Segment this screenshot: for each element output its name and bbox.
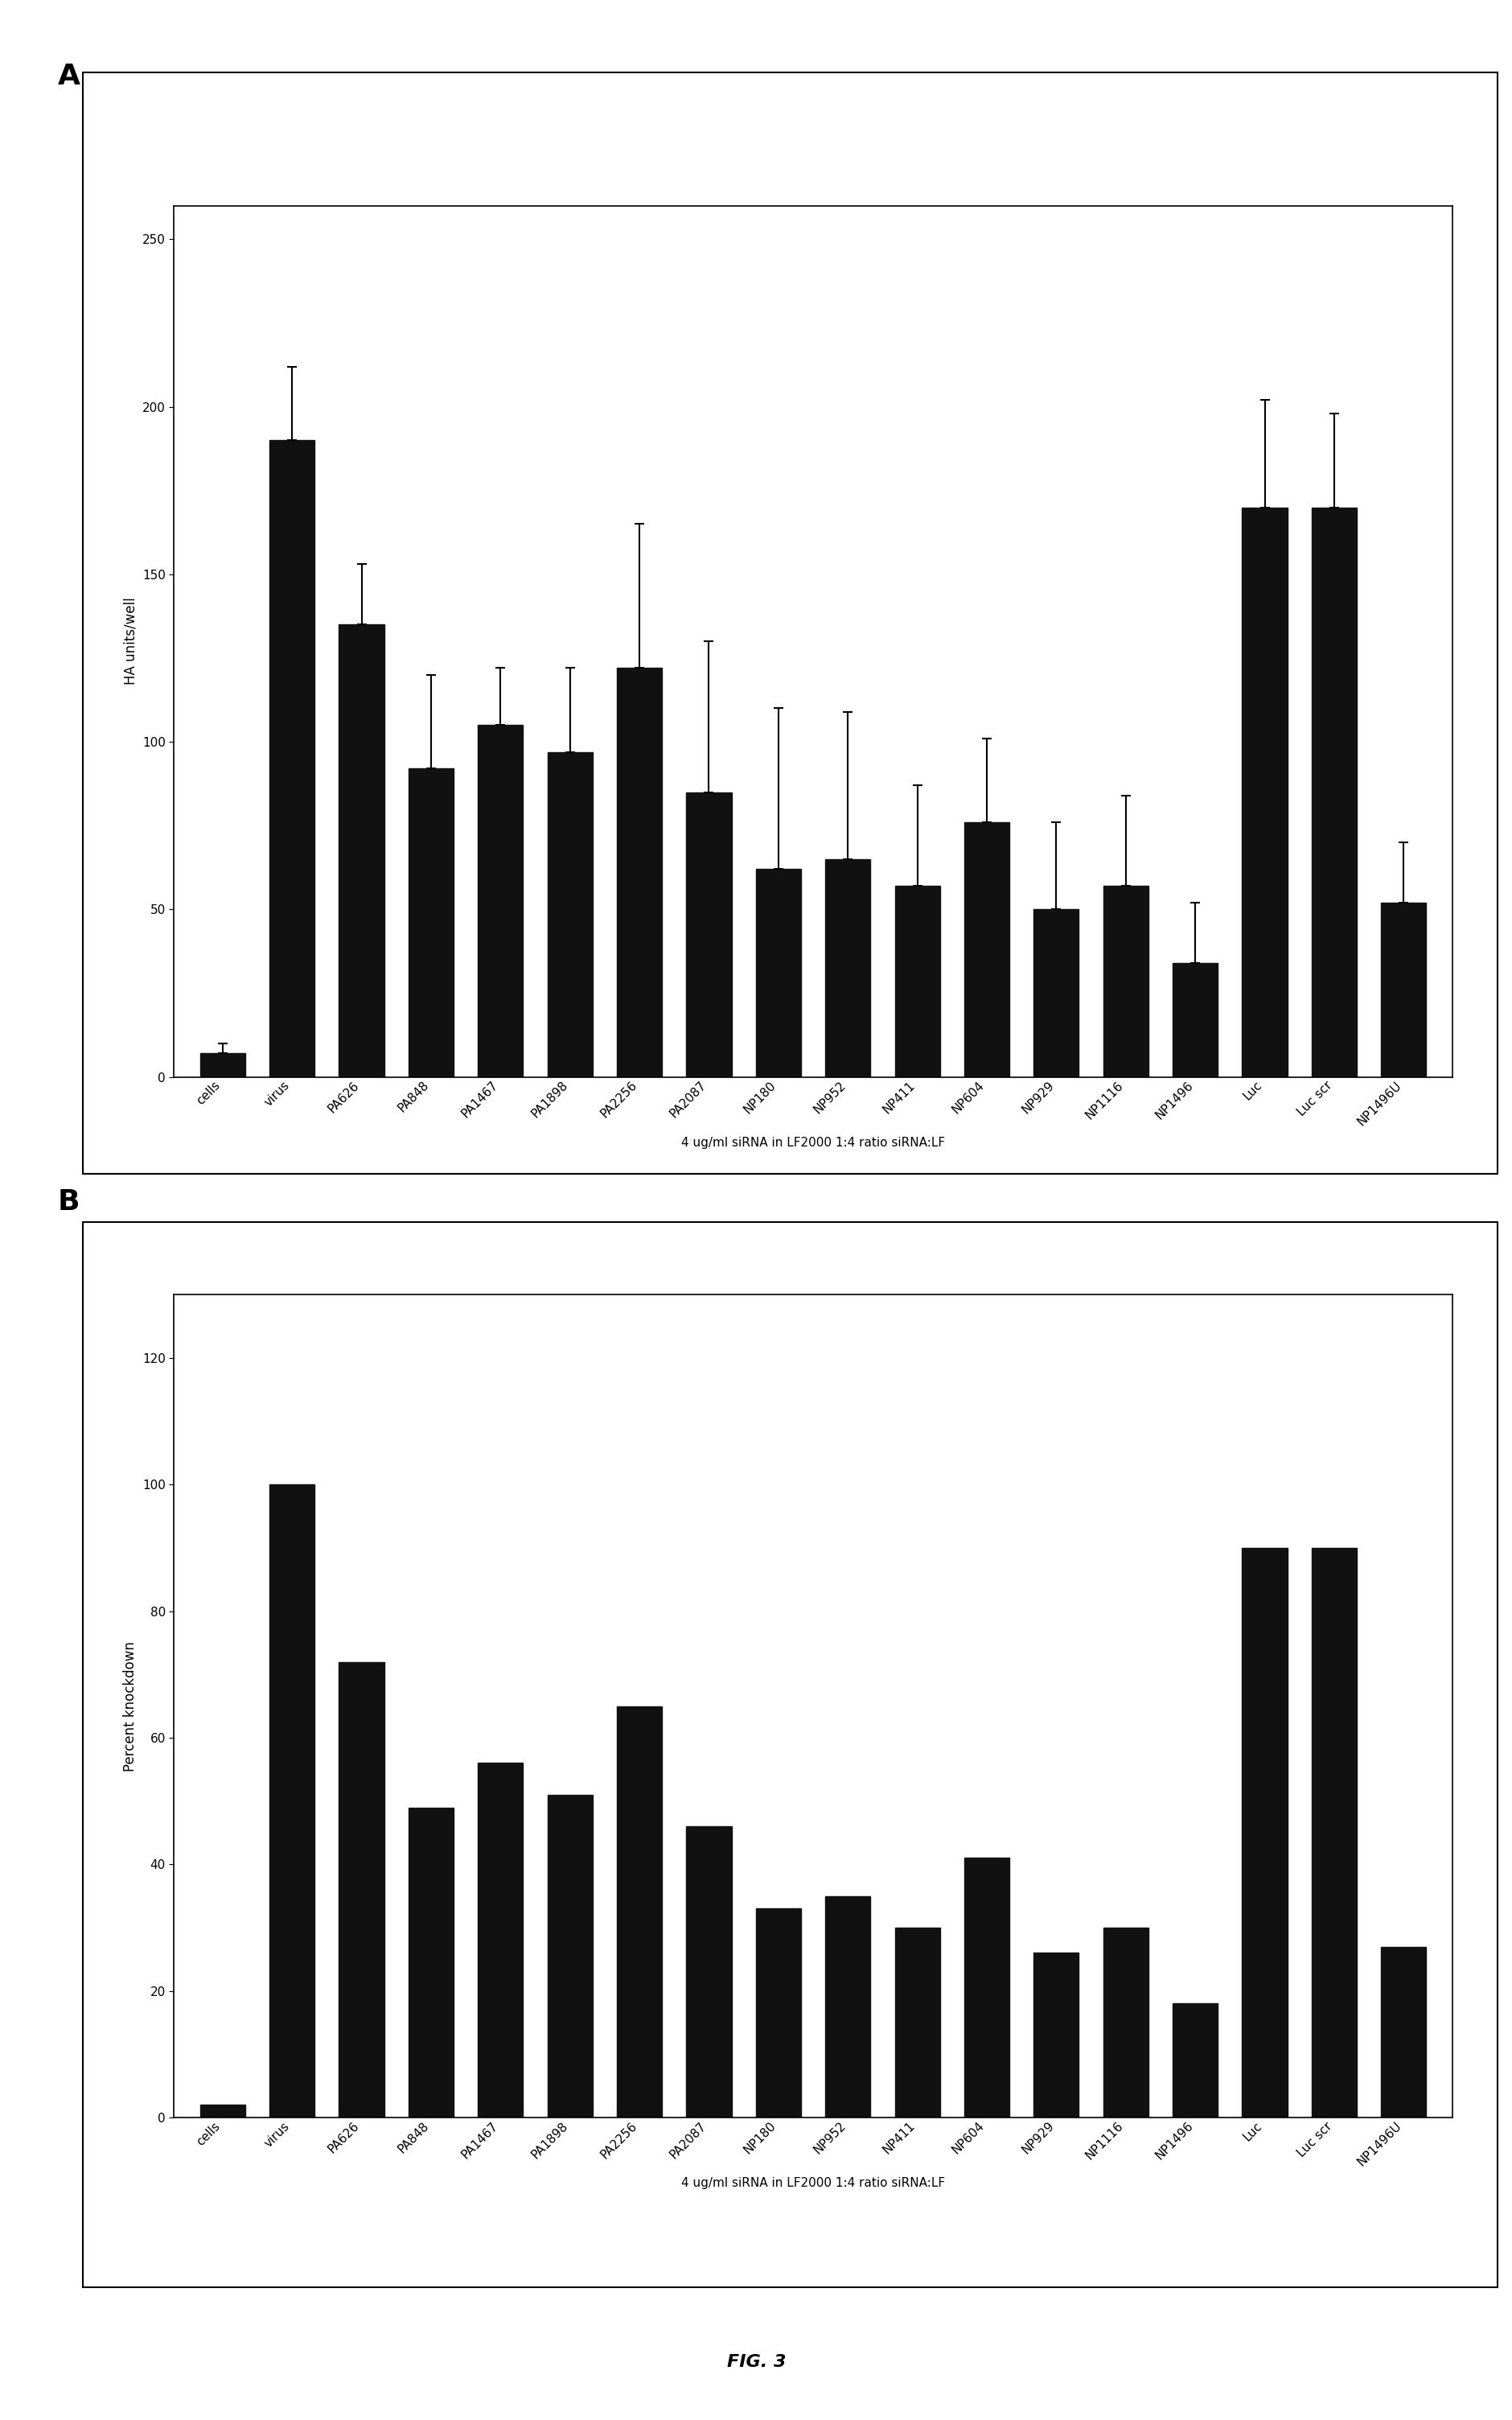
Bar xyxy=(339,1663,384,2118)
Bar xyxy=(826,1895,869,2118)
Bar xyxy=(963,823,1009,1077)
Bar xyxy=(756,1909,800,2118)
Bar xyxy=(1311,1549,1356,2118)
Bar xyxy=(1241,508,1287,1077)
Bar xyxy=(269,1483,314,2118)
Bar xyxy=(894,1929,939,2118)
Bar xyxy=(478,1764,523,2118)
Bar xyxy=(756,869,800,1077)
Bar xyxy=(1172,2004,1217,2118)
Bar xyxy=(200,1053,245,1077)
Bar xyxy=(617,1706,662,2118)
Bar xyxy=(200,2105,245,2118)
Bar xyxy=(617,668,662,1077)
Bar xyxy=(547,753,593,1077)
Bar xyxy=(408,770,454,1077)
Bar xyxy=(408,1808,454,2118)
Bar xyxy=(686,1827,732,2118)
X-axis label: 4 ug/ml siRNA in LF2000 1:4 ratio siRNA:LF: 4 ug/ml siRNA in LF2000 1:4 ratio siRNA:… xyxy=(680,2178,945,2190)
Bar xyxy=(1380,1946,1426,2118)
Bar xyxy=(478,726,523,1077)
Y-axis label: HA units/well: HA units/well xyxy=(124,598,138,685)
Bar xyxy=(1102,886,1148,1077)
Bar xyxy=(269,440,314,1077)
Bar xyxy=(826,859,869,1077)
Bar xyxy=(1311,508,1356,1077)
Bar xyxy=(1241,1549,1287,2118)
Text: FIG. 3: FIG. 3 xyxy=(726,2355,786,2369)
Bar xyxy=(894,886,939,1077)
Bar xyxy=(547,1796,593,2118)
Bar xyxy=(1172,963,1217,1077)
Bar xyxy=(686,791,732,1077)
Bar xyxy=(1380,903,1426,1077)
Bar xyxy=(1102,1929,1148,2118)
Bar xyxy=(1033,1953,1078,2118)
Bar xyxy=(963,1859,1009,2118)
X-axis label: 4 ug/ml siRNA in LF2000 1:4 ratio siRNA:LF: 4 ug/ml siRNA in LF2000 1:4 ratio siRNA:… xyxy=(680,1137,945,1150)
Text: B: B xyxy=(57,1188,80,1215)
Y-axis label: Percent knockdown: Percent knockdown xyxy=(124,1641,138,1771)
Text: A: A xyxy=(57,63,80,90)
Bar xyxy=(1033,910,1078,1077)
Bar xyxy=(339,624,384,1077)
